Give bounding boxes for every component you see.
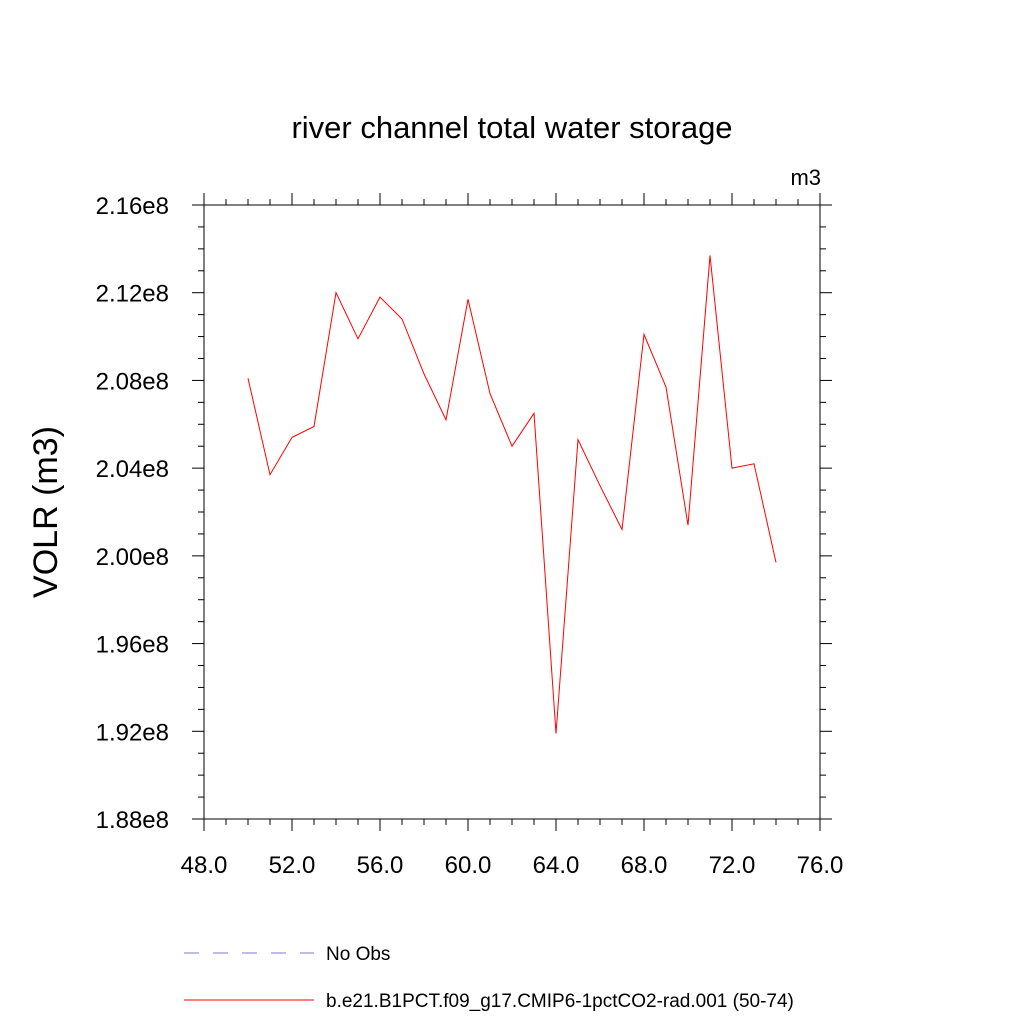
- y-tick-label: 1.92e8: [96, 719, 169, 746]
- units-label: m3: [790, 165, 821, 190]
- series-line-1: [247, 255, 777, 734]
- x-tick-label: 56.0: [357, 852, 404, 879]
- y-tick-label: 2.00e8: [96, 544, 169, 571]
- plot-frame: [203, 204, 821, 820]
- plot-area: 48.0 52.0 56.0 60.0 64.0 68.0 72.0 76.0 1.88e8 1.…: [96, 193, 844, 879]
- x-tick-label: 52.0: [269, 852, 316, 879]
- y-axis-label: VOLR (m3): [27, 426, 65, 598]
- x-tick-label: 76.0: [797, 852, 844, 879]
- y-tick-label: 2.04e8: [96, 456, 169, 483]
- x-tick-label: 60.0: [445, 852, 492, 879]
- chart-title: river channel total water storage: [291, 110, 732, 145]
- y-tick-label: 2.12e8: [96, 281, 169, 308]
- y-tick-label: 1.96e8: [96, 632, 169, 659]
- x-tick-label: 64.0: [533, 852, 580, 879]
- x-tick-label: 48.0: [181, 852, 228, 879]
- legend: No Obs b.e21.B1PCT.f09_g17.CMIP6-1pctCO2-…: [184, 944, 794, 1012]
- legend-label: b.e21.B1PCT.f09_g17.CMIP6-1pctCO2-rad.00…: [326, 991, 794, 1012]
- x-tick-label: 72.0: [709, 852, 756, 879]
- x-tick-label: 68.0: [621, 852, 668, 879]
- y-tick-label: 2.16e8: [96, 193, 169, 220]
- y-tick-label: 2.08e8: [96, 368, 169, 395]
- legend-label: No Obs: [326, 944, 390, 965]
- y-tick-label: 1.88e8: [96, 807, 169, 834]
